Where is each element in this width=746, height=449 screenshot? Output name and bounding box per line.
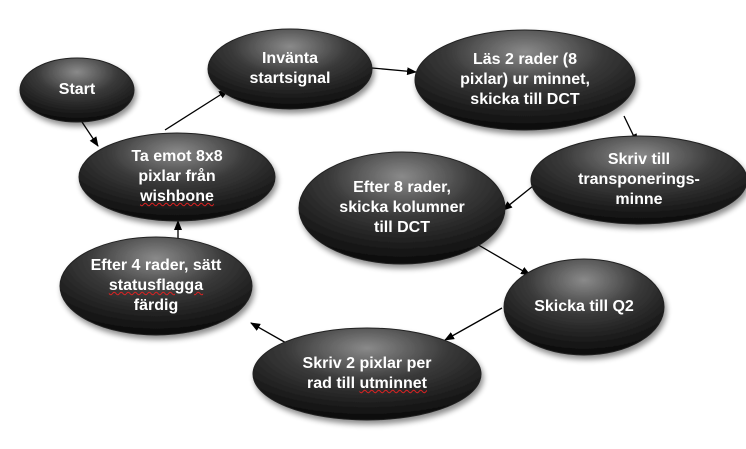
node-wait <box>207 28 373 110</box>
arrow-start-to-take <box>79 118 99 147</box>
node-label-read: Läs 2 rader (8 pixlar) ur minnet, skicka t… <box>460 51 590 108</box>
node-label-after8: Efter 8 rader, skicka kolumner till DCT <box>339 179 465 236</box>
node-q2 <box>503 258 665 356</box>
node-after4 <box>59 236 253 336</box>
arrow-wait-to-read <box>371 67 417 76</box>
node-label-write2: Skriv 2 pixlar per rad till utminnet <box>302 355 432 392</box>
node-after8 <box>298 151 506 265</box>
arrow-take-to-wait <box>164 89 229 131</box>
arrow-after8-to-q2 <box>474 242 531 276</box>
node-read <box>414 29 636 131</box>
node-label-q2: Skicka till Q2 <box>534 298 634 315</box>
node-write <box>530 135 746 225</box>
node-start <box>19 57 135 123</box>
node-label-wait: Invänta startsignal <box>249 50 331 87</box>
arrow-write-to-after8 <box>502 185 534 211</box>
node-label-after4: Efter 4 rader, sätt statusflagga färdig <box>90 257 222 314</box>
node-label-start: Start <box>58 81 96 98</box>
arrow-q2-to-write2 <box>444 307 503 341</box>
node-take <box>78 132 276 222</box>
node-write2 <box>252 327 482 421</box>
node-label-take: Ta emot 8x8 pixlar från wishbone <box>131 148 223 205</box>
node-label-write: Skriv till transponerings-minne <box>578 151 700 208</box>
